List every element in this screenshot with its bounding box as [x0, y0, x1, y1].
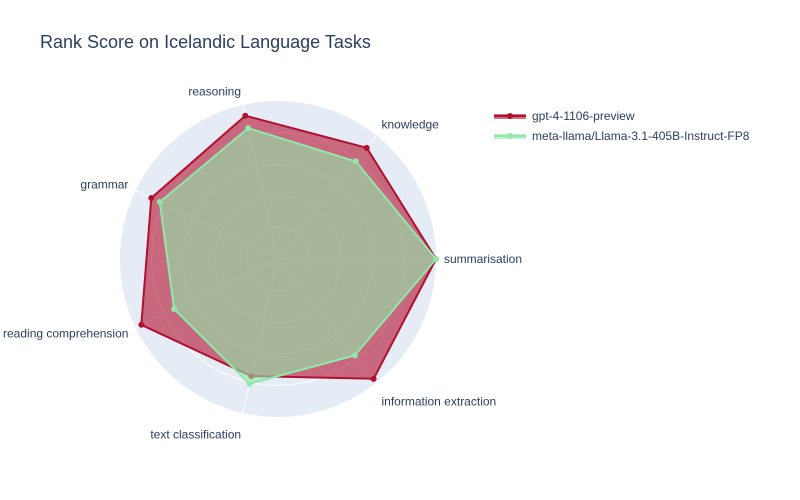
axis-labels: summarisation knowledge reasoning grammar re…	[3, 84, 522, 441]
legend-label-llama: meta-llama/Llama-3.1-405B-Instruct-FP8	[532, 129, 750, 143]
series-group	[138, 112, 439, 387]
legend-swatch-gpt4	[494, 113, 526, 119]
legend-swatch-llama	[494, 133, 526, 139]
data-point-1-3[interactable]	[156, 199, 163, 206]
data-point-0-4[interactable]	[138, 321, 145, 328]
data-point-0-2[interactable]	[242, 112, 249, 119]
data-point-0-1[interactable]	[363, 144, 370, 151]
axis-label-3: grammar	[80, 177, 128, 191]
chart-title: Rank Score on Icelandic Language Tasks	[40, 32, 371, 52]
axis-label-0: summarisation	[444, 252, 522, 266]
axis-label-1: knowledge	[381, 118, 439, 132]
data-point-1-6[interactable]	[351, 352, 358, 359]
axis-label-6: information extraction	[381, 394, 496, 408]
data-point-1-2[interactable]	[245, 125, 252, 132]
data-point-1-1[interactable]	[352, 158, 359, 165]
legend-item-gpt4[interactable]: gpt-4-1106-preview	[492, 106, 749, 126]
data-point-1-5[interactable]	[246, 380, 253, 387]
legend: gpt-4-1106-preview meta-llama/Llama-3.1-…	[492, 106, 749, 146]
data-point-0-3[interactable]	[148, 194, 155, 201]
axis-label-2: reasoning	[188, 84, 241, 98]
data-point-1-0[interactable]	[433, 256, 439, 262]
legend-label-gpt4: gpt-4-1106-preview	[532, 109, 635, 123]
legend-item-llama[interactable]: meta-llama/Llama-3.1-405B-Instruct-FP8	[492, 126, 749, 146]
data-point-1-4[interactable]	[171, 306, 178, 313]
series-area-1	[158, 127, 437, 385]
data-point-0-6[interactable]	[370, 375, 377, 382]
axis-label-4: reading comprehension	[3, 327, 128, 341]
axis-label-5: text classification	[150, 428, 241, 442]
